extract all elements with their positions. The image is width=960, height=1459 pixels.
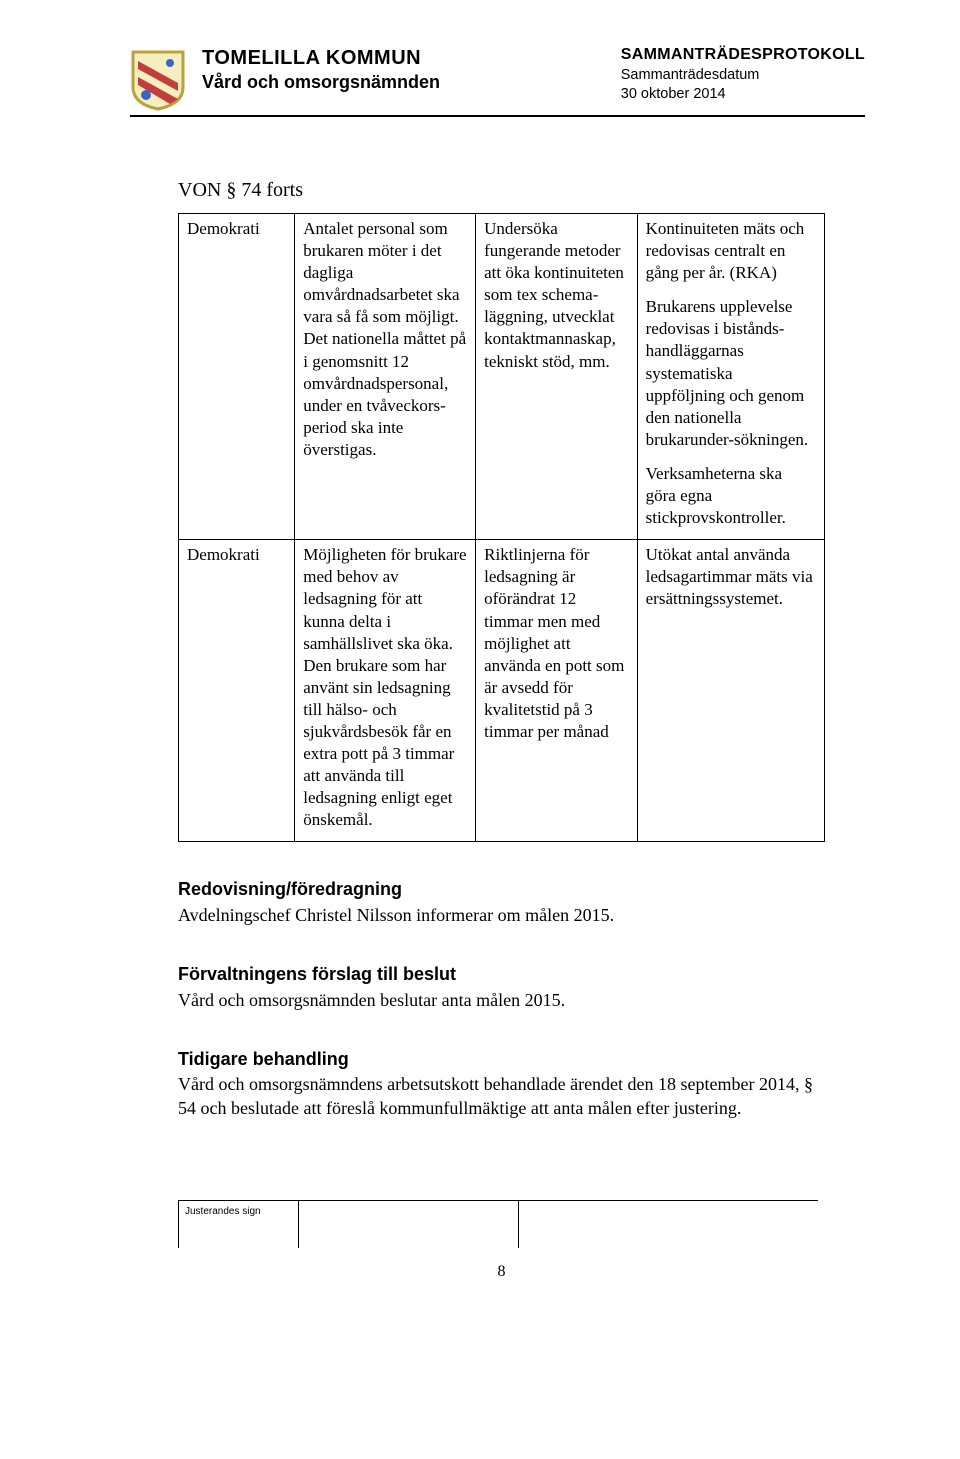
cell-measure: Utökat antal använda ledsagartimmar mäts… xyxy=(637,540,824,842)
section-body: Avdelningschef Christel Nilsson informer… xyxy=(178,904,825,927)
sign-cell-empty xyxy=(518,1200,818,1248)
cell-goal: Möjligheten för brukare med behov av led… xyxy=(295,540,476,842)
cell-action: Riktlinjerna för ledsagning är oförändra… xyxy=(476,540,638,842)
protocol-title: SAMMANTRÄDESPROTOKOLL xyxy=(621,45,865,66)
protocol-date-label: Sammanträdesdatum xyxy=(621,66,865,86)
page-number: 8 xyxy=(178,1262,825,1283)
signature-strip: Justerandes sign xyxy=(178,1200,825,1248)
measure-paragraph: Utökat antal använda ledsagartimmar mäts… xyxy=(646,544,816,610)
document-body: VON § 74 forts Demokrati Antalet persona… xyxy=(178,177,825,1283)
section-body: Vård och omsorgsnämndens arbetsutskott b… xyxy=(178,1073,825,1120)
goals-table: Demokrati Antalet personal som brukaren … xyxy=(178,213,825,842)
org-name: TOMELILLA KOMMUN xyxy=(202,45,605,71)
cell-goal: Antalet personal som brukaren möter i de… xyxy=(295,214,476,540)
page: TOMELILLA KOMMUN Vård och omsorgsnämnden… xyxy=(0,0,960,1328)
committee-name: Vård och omsorgsnämnden xyxy=(202,71,605,94)
cell-category: Demokrati xyxy=(179,540,295,842)
protocol-date: 30 oktober 2014 xyxy=(621,85,865,105)
sign-cell-label: Justerandes sign xyxy=(178,1200,298,1248)
table-row: Demokrati Möjligheten för brukare med be… xyxy=(179,540,825,842)
measure-paragraph: Verksamheterna ska göra egna stickprovsk… xyxy=(646,463,816,529)
municipality-logo-icon xyxy=(130,49,186,111)
cell-measure: Kontinuiteten mäts och redovisas central… xyxy=(637,214,824,540)
header-left: TOMELILLA KOMMUN Vård och omsorgsnämnden xyxy=(202,45,605,94)
section-body: Vård och omsorgsnämnden beslutar anta må… xyxy=(178,989,825,1012)
section-code: VON § 74 forts xyxy=(178,177,825,203)
sign-cell-empty xyxy=(298,1200,518,1248)
section-heading: Redovisning/föredragning xyxy=(178,878,825,901)
table-row: Demokrati Antalet personal som brukaren … xyxy=(179,214,825,540)
measure-paragraph: Brukarens upplevelse redovisas i bistånd… xyxy=(646,296,816,451)
section-heading: Tidigare behandling xyxy=(178,1048,825,1071)
section-heading: Förvaltningens förslag till beslut xyxy=(178,963,825,986)
cell-action: Undersöka fungerande metoder att öka kon… xyxy=(476,214,638,540)
header-right: SAMMANTRÄDESPROTOKOLL Sammanträdesdatum … xyxy=(621,45,865,105)
measure-paragraph: Kontinuiteten mäts och redovisas central… xyxy=(646,218,816,284)
document-header: TOMELILLA KOMMUN Vård och omsorgsnämnden… xyxy=(130,45,865,117)
cell-category: Demokrati xyxy=(179,214,295,540)
